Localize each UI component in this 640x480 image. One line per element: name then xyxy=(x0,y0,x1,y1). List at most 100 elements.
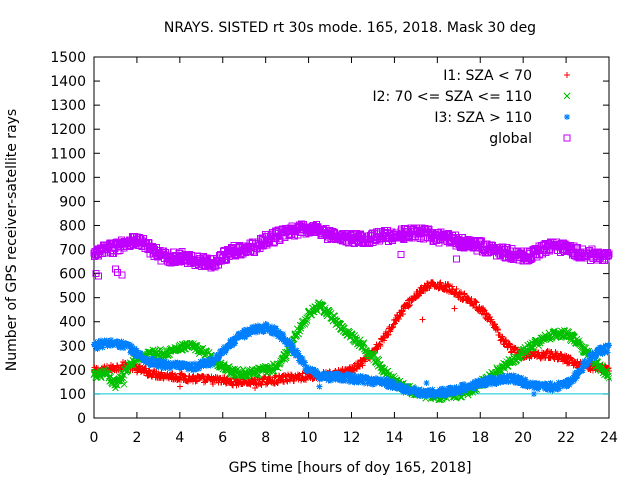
data-point xyxy=(222,256,230,264)
data-point xyxy=(179,257,187,265)
data-point xyxy=(395,316,402,323)
y-tick-label: 1300 xyxy=(50,98,86,114)
data-point xyxy=(501,373,508,380)
data-point xyxy=(299,355,306,362)
data-point xyxy=(377,342,384,349)
x-tick-label: 2 xyxy=(132,430,141,446)
axes-layer: 0100200300400500600700800900100011001200… xyxy=(50,50,618,446)
data-point xyxy=(603,253,611,261)
legend-label: I3: SZA > 110 xyxy=(434,110,532,126)
data-point xyxy=(158,369,165,376)
data-point xyxy=(253,329,260,336)
y-tick-label: 200 xyxy=(59,363,86,379)
data-point xyxy=(514,248,522,256)
data-point xyxy=(528,254,536,262)
data-point xyxy=(530,390,537,397)
y-tick-label: 300 xyxy=(59,339,86,355)
data-point xyxy=(112,384,119,392)
data-point xyxy=(218,350,225,357)
data-point xyxy=(400,389,407,396)
data-point xyxy=(159,364,166,371)
data-point xyxy=(114,247,122,255)
series-2 xyxy=(91,321,612,400)
data-point xyxy=(210,380,217,387)
data-point xyxy=(167,365,174,372)
data-point xyxy=(259,323,266,330)
data-point xyxy=(186,250,194,258)
data-point xyxy=(331,371,338,378)
data-point xyxy=(91,342,98,349)
data-point xyxy=(216,376,223,383)
data-point xyxy=(323,312,331,320)
data-point xyxy=(382,380,389,387)
data-point xyxy=(444,281,451,288)
data-point xyxy=(495,378,502,385)
data-point xyxy=(225,344,232,351)
data-point xyxy=(118,271,126,279)
data-point xyxy=(137,352,144,359)
legend-item: I2: 70 <= SZA <= 110 xyxy=(372,89,571,105)
data-point xyxy=(246,380,253,387)
data-point xyxy=(103,370,110,378)
data-point xyxy=(476,382,483,389)
data-point xyxy=(114,268,122,276)
data-point xyxy=(387,382,394,389)
data-point xyxy=(461,239,469,247)
data-point xyxy=(560,383,567,390)
data-point xyxy=(368,375,375,382)
data-point xyxy=(369,379,376,386)
data-point xyxy=(403,382,410,389)
data-point xyxy=(155,363,162,370)
data-point xyxy=(280,333,287,340)
data-point xyxy=(99,344,106,351)
data-point xyxy=(573,375,580,382)
data-point xyxy=(529,379,536,386)
data-point xyxy=(481,247,489,255)
y-tick-label: 800 xyxy=(59,218,86,234)
x-tick-label: 6 xyxy=(218,430,227,446)
legend-label: global xyxy=(489,131,532,147)
x-tick-label: 8 xyxy=(261,430,270,446)
data-point xyxy=(566,381,573,388)
data-point xyxy=(246,331,253,338)
data-point xyxy=(288,371,295,378)
data-point xyxy=(338,371,345,378)
data-point xyxy=(407,301,414,308)
y-tick-label: 1500 xyxy=(50,50,86,66)
data-point xyxy=(210,259,218,267)
data-point xyxy=(191,360,198,367)
data-point xyxy=(279,335,286,342)
x-tick-label: 0 xyxy=(90,430,99,446)
data-point xyxy=(398,307,405,314)
series-0 xyxy=(91,278,612,391)
data-point xyxy=(167,364,174,371)
legend-item: global xyxy=(489,131,571,147)
data-point xyxy=(295,350,302,357)
data-point xyxy=(335,233,343,241)
data-point xyxy=(285,340,292,347)
data-point xyxy=(415,293,422,300)
y-tick-label: 1200 xyxy=(50,122,86,138)
data-point xyxy=(527,256,535,264)
data-point xyxy=(207,362,214,369)
data-point xyxy=(128,348,135,355)
data-point xyxy=(231,252,239,260)
data-point xyxy=(462,388,469,395)
data-point xyxy=(597,346,604,353)
data-point xyxy=(396,386,403,393)
data-point xyxy=(325,376,332,383)
data-point xyxy=(328,377,335,384)
data-point xyxy=(485,379,492,386)
data-point xyxy=(547,379,554,386)
data-point xyxy=(362,234,370,242)
data-point xyxy=(348,239,356,247)
data-point xyxy=(453,255,461,263)
x-tick-label: 22 xyxy=(557,430,575,446)
data-point xyxy=(399,311,406,318)
data-point xyxy=(237,251,245,259)
data-point xyxy=(416,389,423,396)
data-point xyxy=(313,367,320,374)
data-point xyxy=(318,372,325,379)
data-point xyxy=(461,381,468,388)
data-point xyxy=(439,385,446,392)
